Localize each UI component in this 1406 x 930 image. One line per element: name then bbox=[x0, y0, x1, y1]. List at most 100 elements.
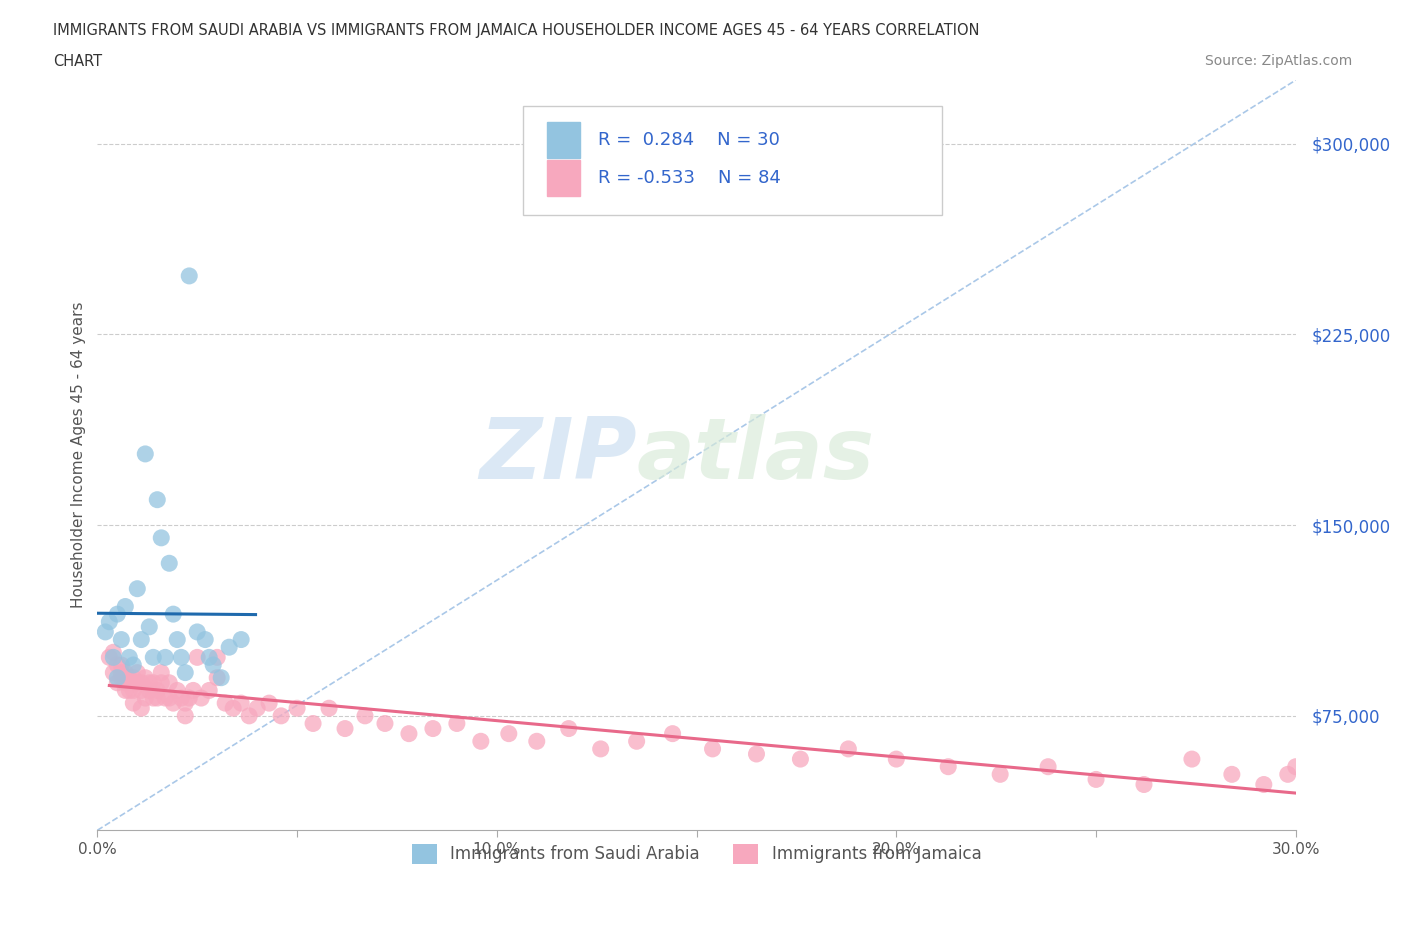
Point bbox=[398, 726, 420, 741]
Point bbox=[155, 691, 177, 706]
Point bbox=[558, 721, 581, 736]
Point bbox=[138, 619, 160, 634]
Point bbox=[446, 716, 468, 731]
Point bbox=[105, 658, 128, 672]
Point bbox=[318, 701, 340, 716]
Point bbox=[179, 269, 201, 284]
Point bbox=[114, 683, 136, 698]
Point bbox=[174, 696, 197, 711]
Point bbox=[186, 650, 208, 665]
Point bbox=[745, 747, 768, 762]
Point bbox=[1085, 772, 1108, 787]
Point bbox=[122, 671, 145, 685]
Point bbox=[1285, 759, 1308, 774]
Point bbox=[103, 665, 125, 680]
Point bbox=[170, 691, 193, 706]
Point bbox=[198, 683, 221, 698]
Text: CHART: CHART bbox=[53, 54, 103, 69]
Point bbox=[110, 671, 132, 685]
Point bbox=[142, 675, 165, 690]
Point bbox=[170, 650, 193, 665]
Point bbox=[103, 650, 125, 665]
Point bbox=[110, 632, 132, 647]
Point bbox=[198, 650, 221, 665]
Point bbox=[110, 658, 132, 672]
Point bbox=[134, 691, 156, 706]
Point bbox=[302, 716, 325, 731]
Point bbox=[114, 599, 136, 614]
Point bbox=[498, 726, 520, 741]
Point bbox=[142, 650, 165, 665]
Point bbox=[884, 751, 907, 766]
Point bbox=[110, 665, 132, 680]
Text: ZIP: ZIP bbox=[479, 414, 637, 497]
Point bbox=[1181, 751, 1204, 766]
Point bbox=[222, 701, 245, 716]
Legend: Immigrants from Saudi Arabia, Immigrants from Jamaica: Immigrants from Saudi Arabia, Immigrants… bbox=[405, 837, 988, 870]
Point bbox=[122, 683, 145, 698]
Point bbox=[129, 683, 152, 698]
Text: atlas: atlas bbox=[637, 414, 875, 497]
Point bbox=[150, 530, 173, 545]
Point bbox=[129, 675, 152, 690]
Point bbox=[231, 632, 253, 647]
Text: R = -0.533    N = 84: R = -0.533 N = 84 bbox=[599, 168, 782, 187]
FancyBboxPatch shape bbox=[523, 106, 942, 215]
Point bbox=[146, 691, 169, 706]
Point bbox=[1133, 777, 1156, 792]
Point bbox=[122, 658, 145, 672]
Point bbox=[526, 734, 548, 749]
Point bbox=[94, 624, 117, 639]
Point bbox=[181, 683, 204, 698]
Point bbox=[1253, 777, 1275, 792]
Y-axis label: Householder Income Ages 45 - 64 years: Householder Income Ages 45 - 64 years bbox=[72, 302, 86, 608]
Point bbox=[155, 650, 177, 665]
Point bbox=[661, 726, 683, 741]
FancyBboxPatch shape bbox=[547, 122, 581, 158]
Point bbox=[202, 658, 225, 672]
Text: Source: ZipAtlas.com: Source: ZipAtlas.com bbox=[1205, 54, 1353, 68]
Point bbox=[702, 741, 724, 756]
Point bbox=[142, 691, 165, 706]
Point bbox=[103, 644, 125, 659]
Point bbox=[257, 696, 280, 711]
Point bbox=[174, 709, 197, 724]
Point bbox=[129, 632, 152, 647]
Point bbox=[98, 615, 121, 630]
Point bbox=[270, 709, 292, 724]
Point bbox=[179, 691, 201, 706]
Point bbox=[127, 675, 149, 690]
Point bbox=[118, 650, 141, 665]
Point bbox=[118, 683, 141, 698]
Point bbox=[589, 741, 612, 756]
Point bbox=[105, 671, 128, 685]
Point bbox=[157, 691, 180, 706]
Point bbox=[127, 581, 149, 596]
Point bbox=[1036, 759, 1059, 774]
Point bbox=[162, 606, 184, 621]
Point bbox=[246, 701, 269, 716]
Point bbox=[166, 632, 188, 647]
Point bbox=[174, 665, 197, 680]
Point bbox=[118, 671, 141, 685]
Point bbox=[150, 665, 173, 680]
Point bbox=[138, 675, 160, 690]
Point bbox=[354, 709, 377, 724]
Point bbox=[209, 671, 232, 685]
Point bbox=[218, 640, 240, 655]
Point bbox=[157, 556, 180, 571]
Point bbox=[122, 696, 145, 711]
Point bbox=[162, 696, 184, 711]
Point bbox=[166, 683, 188, 698]
Point bbox=[114, 665, 136, 680]
Point bbox=[105, 606, 128, 621]
Point bbox=[988, 767, 1011, 782]
Point bbox=[238, 709, 260, 724]
FancyBboxPatch shape bbox=[547, 160, 581, 195]
Text: IMMIGRANTS FROM SAUDI ARABIA VS IMMIGRANTS FROM JAMAICA HOUSEHOLDER INCOME AGES : IMMIGRANTS FROM SAUDI ARABIA VS IMMIGRAN… bbox=[53, 23, 980, 38]
Point bbox=[157, 675, 180, 690]
Point bbox=[837, 741, 859, 756]
Point bbox=[205, 650, 228, 665]
Point bbox=[150, 675, 173, 690]
Point bbox=[205, 671, 228, 685]
